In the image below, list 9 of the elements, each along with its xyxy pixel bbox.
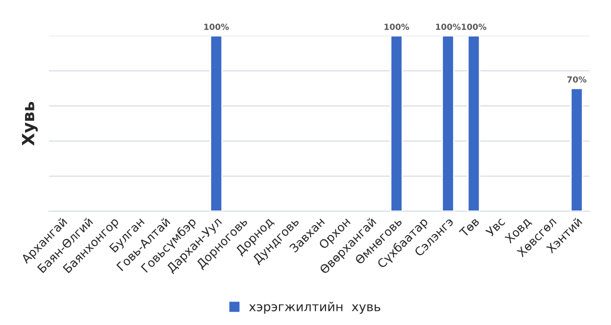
data-label: 100% [384, 24, 410, 30]
data-label: 70% [567, 76, 586, 83]
x-tick-label: Увс [485, 216, 506, 238]
data-label: 100% [436, 24, 461, 30]
x-tick-label: Төв [458, 216, 480, 238]
data-label: 100% [204, 24, 229, 30]
legend-label: хэрэгжилтийн хувь [249, 302, 380, 314]
data-label: 100% [462, 24, 486, 30]
y-axis-title: Хувь [22, 102, 38, 146]
